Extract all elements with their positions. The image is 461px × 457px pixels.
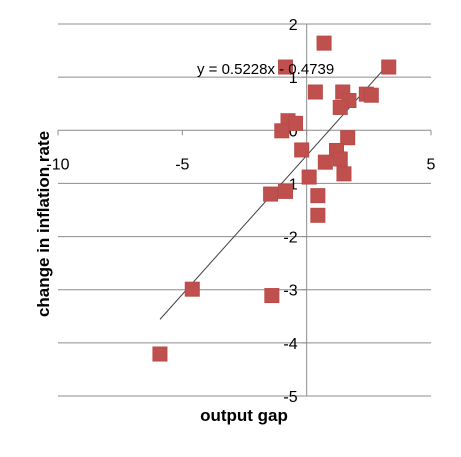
trendline-equation: y = 0.5228x - 0.4739	[197, 61, 334, 78]
data-point	[264, 288, 280, 304]
y-tick-label: 0	[289, 123, 298, 140]
y-tick-label: -4	[283, 336, 297, 353]
data-point	[332, 151, 348, 167]
data-point	[310, 207, 326, 223]
gridlines	[58, 23, 431, 397]
data-point	[317, 154, 333, 170]
y-tick-label: -3	[283, 283, 297, 300]
x-tick-label: 5	[427, 156, 436, 173]
data-point	[316, 35, 332, 51]
data-point	[301, 169, 317, 185]
data-point	[278, 183, 294, 199]
data-point	[340, 130, 356, 146]
x-axis-title: output gap	[200, 406, 288, 425]
data-point	[336, 166, 352, 182]
data-point	[274, 123, 290, 139]
data-point	[381, 59, 397, 75]
data-point	[363, 87, 379, 103]
data-point	[294, 142, 310, 158]
y-tick-label: -5	[283, 389, 297, 406]
data-point	[184, 281, 200, 297]
y-tick-label: 1	[289, 70, 298, 87]
data-point	[287, 115, 303, 131]
data-points	[152, 35, 397, 362]
data-point	[278, 59, 294, 75]
y-tick-label: 2	[289, 17, 298, 34]
x-tick-label: -5	[175, 156, 189, 173]
data-point	[307, 84, 323, 100]
x-tick-label: -10	[46, 156, 69, 173]
data-point	[263, 186, 279, 202]
y-tick-label: -2	[283, 230, 297, 247]
data-point	[152, 346, 168, 362]
y-axis-title: change in inflation rate	[34, 131, 53, 317]
labels: y = 0.5228x - 0.4739 output gap change i…	[34, 61, 334, 425]
data-point	[332, 99, 348, 115]
data-point	[310, 188, 326, 204]
